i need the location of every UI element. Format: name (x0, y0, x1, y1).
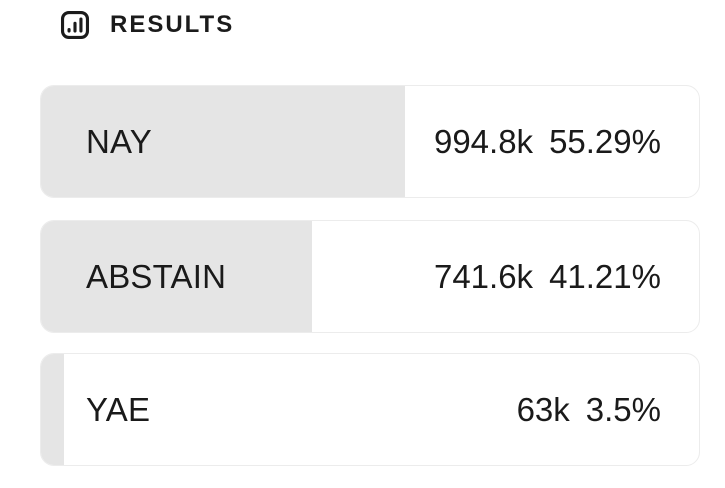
results-header: RESULTS (58, 8, 234, 42)
result-row-content: YAE 63k 3.5% (41, 354, 699, 465)
result-bar-fill (41, 354, 65, 465)
result-row-abstain: ABSTAIN 741.6k 41.21% (40, 220, 700, 333)
result-row-content: NAY 994.8k 55.29% (41, 86, 699, 197)
result-row-yae: YAE 63k 3.5% (40, 353, 700, 466)
result-values: 741.6k 41.21% (434, 258, 661, 296)
result-percent: 55.29% (549, 122, 661, 160)
page-title: RESULTS (110, 11, 235, 38)
result-bar-fill (41, 86, 405, 197)
result-percent: 3.5% (585, 390, 661, 428)
result-row-nay: NAY 994.8k 55.29% (40, 85, 700, 198)
result-row-content: ABSTAIN 741.6k 41.21% (41, 221, 699, 332)
result-label: ABSTAIN (86, 257, 227, 295)
result-label: NAY (86, 122, 153, 160)
result-values: 994.8k 55.29% (434, 123, 661, 161)
result-label: YAE (86, 390, 151, 428)
result-percent: 41.21% (549, 257, 661, 295)
result-votes: 63k (516, 390, 570, 428)
result-votes: 994.8k (433, 122, 534, 160)
bar-chart-icon (60, 10, 90, 40)
result-votes: 741.6k (433, 257, 534, 295)
result-values: 63k 3.5% (517, 391, 661, 429)
result-bar-fill (41, 221, 313, 332)
